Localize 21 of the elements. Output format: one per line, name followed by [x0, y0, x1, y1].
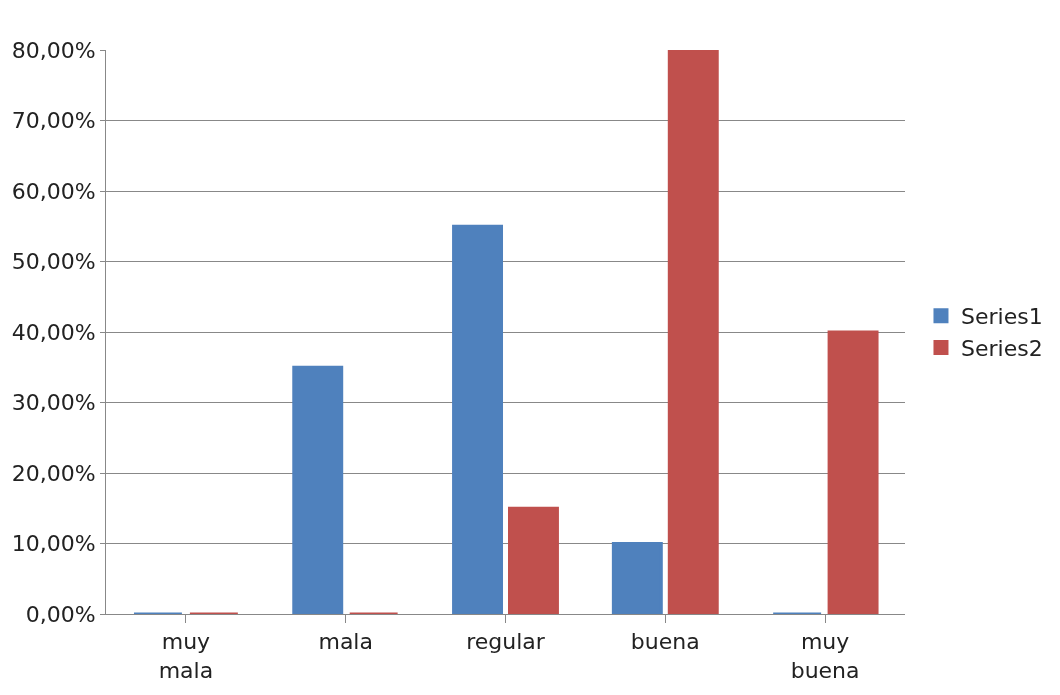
y-tick-label: 10,00% [11, 531, 96, 557]
y-tick-label: 80,00% [11, 37, 96, 63]
x-tick-label: mala [318, 629, 373, 655]
bar [508, 506, 559, 614]
y-tick-label: 50,00% [11, 249, 96, 275]
bar [611, 542, 663, 614]
bar [292, 365, 344, 614]
x-tick-label: muy buena [790, 629, 860, 683]
bar [827, 330, 879, 614]
x-tick-label: muy mala [158, 629, 214, 683]
y-tick-label: 60,00% [11, 178, 96, 204]
y-tick-label: 0,00% [25, 601, 96, 627]
y-tick-label: 40,00% [11, 319, 96, 345]
x-tick-label: regular [466, 629, 546, 655]
legend-label: Series2 [960, 335, 1043, 361]
y-tick-label: 20,00% [11, 460, 96, 486]
y-tick-label: 30,00% [11, 390, 96, 416]
bar [452, 224, 504, 614]
x-tick-label: buena [630, 629, 700, 655]
y-tick-label: 70,00% [11, 108, 96, 134]
legend-label: Series1 [960, 304, 1043, 330]
